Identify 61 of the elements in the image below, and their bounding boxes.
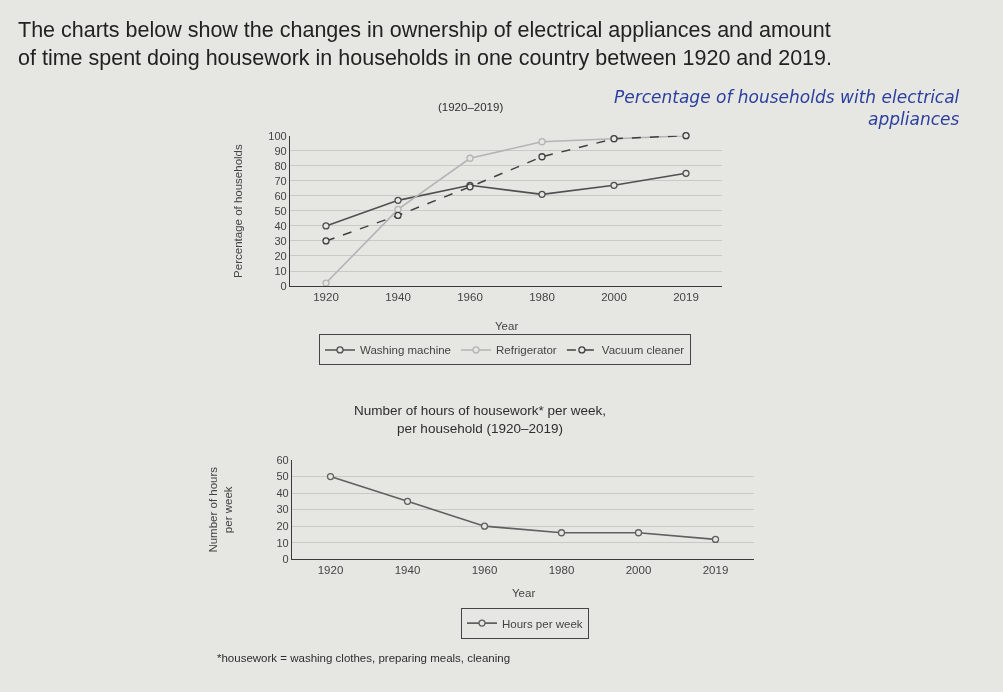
y-tick-label: 10 — [276, 536, 289, 549]
point — [403, 497, 412, 505]
x-tick-label: 2019 — [702, 564, 729, 577]
chart-subtitle: (1920–2019) — [438, 101, 504, 113]
point — [538, 153, 546, 161]
y-tick-label: 100 — [268, 129, 287, 142]
point — [538, 190, 546, 198]
point — [538, 138, 546, 146]
x-tick-label: 1940 — [394, 564, 421, 577]
point — [466, 154, 474, 162]
point — [711, 535, 720, 544]
x-tick-label: 1980 — [548, 564, 575, 577]
y-tick-label: 30 — [274, 234, 287, 247]
x-tick-label: 1920 — [313, 291, 339, 304]
y-tick-label: 40 — [274, 219, 287, 232]
x-tick-label: 1920 — [317, 564, 344, 577]
point — [322, 279, 330, 287]
y-tick-label: 20 — [274, 249, 287, 262]
y-tick-label: 80 — [274, 159, 287, 172]
x-tick-label: 2000 — [625, 564, 652, 577]
x-axis-title: Year — [495, 320, 519, 332]
y-tick-label: 40 — [276, 486, 289, 499]
y-tick-label: 70 — [274, 174, 287, 187]
legend-label: Refrigerator — [495, 344, 557, 357]
x-tick-label: 1960 — [457, 291, 483, 304]
text: *housework = washing clothes, preparing meals, cleaning — [217, 652, 511, 664]
y-tick-label: 20 — [276, 520, 289, 533]
point — [610, 181, 618, 189]
text: Percentage of households with electrical appliances — [614, 87, 960, 130]
x-tick-label: 1960 — [471, 564, 498, 577]
x-tick-label: 2000 — [601, 291, 627, 304]
y-tick-label: 90 — [274, 144, 287, 157]
point — [322, 222, 330, 230]
x-tick-label: 2019 — [673, 291, 699, 304]
point — [634, 529, 643, 537]
x-tick-label: 1940 — [385, 291, 411, 304]
chart-title: The charts below show the changes in ownership of electrical appliances and amount of time spent doing housework in households in one country between 1920 and 2019. — [18, 18, 832, 70]
y-tick-label: 0 — [282, 553, 289, 566]
legend-label: Vacuum cleaner — [601, 344, 685, 357]
y-tick-label: 50 — [276, 470, 289, 483]
point — [480, 522, 489, 530]
point — [326, 472, 335, 481]
y-tick-label: 10 — [274, 264, 287, 277]
point — [394, 211, 402, 220]
y-tick-label: 0 — [280, 279, 287, 292]
y-tick-label: 60 — [274, 189, 287, 202]
y-tick-label: 60 — [276, 453, 289, 466]
point — [682, 169, 690, 177]
legend-label: Washing machine — [360, 344, 451, 357]
x-axis-title: Year — [512, 587, 536, 599]
point — [557, 529, 566, 537]
point — [394, 205, 402, 214]
x-tick-label: 1980 — [529, 291, 555, 304]
chart-title: Number of hours of housework* per week, per household (1920–2019) — [354, 403, 607, 436]
y-tick-label: 50 — [274, 204, 287, 217]
y-axis-title: Percentage of households — [232, 144, 245, 278]
point — [394, 196, 402, 205]
y-axis-title: Number of hours per week — [207, 466, 235, 553]
point — [322, 237, 330, 245]
y-tick-label: 30 — [276, 503, 289, 516]
legend-label: Hours per week — [502, 617, 583, 630]
